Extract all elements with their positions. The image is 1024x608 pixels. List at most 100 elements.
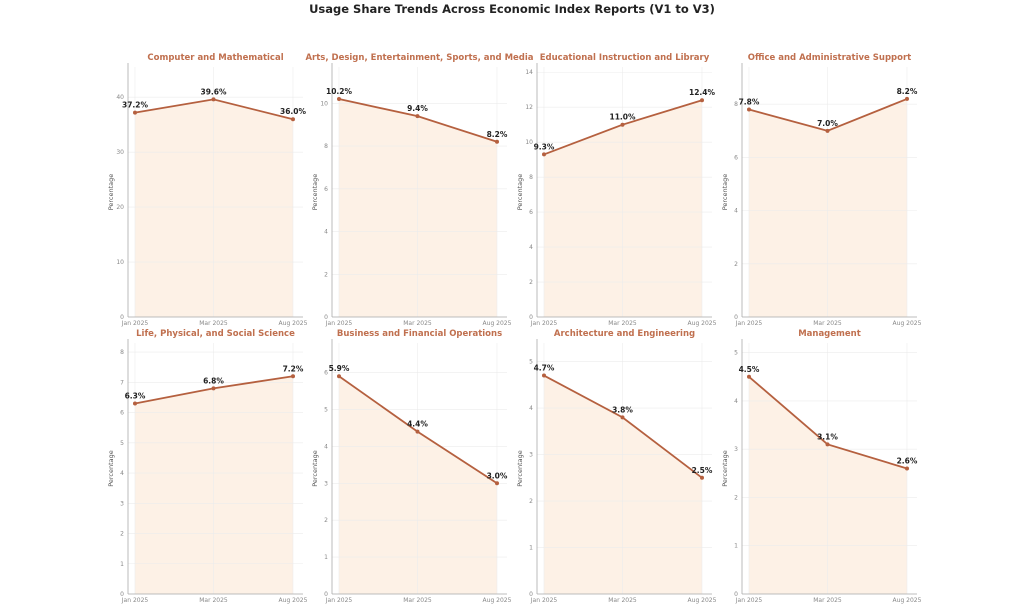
panel-title: Business and Financial Operations (337, 329, 502, 339)
data-label: 7.0% (817, 119, 838, 128)
panel-title: Management (798, 329, 861, 339)
y-tick-label: 4 (734, 398, 738, 405)
y-tick-label: 8 (324, 143, 328, 150)
y-tick-label: 3 (734, 446, 738, 453)
data-point (700, 475, 704, 480)
x-tick-label: Jan 2025 (325, 597, 353, 604)
y-tick-label: 3 (529, 452, 533, 459)
y-axis-label: Percentage (516, 174, 524, 211)
x-tick-label: Mar 2025 (608, 320, 637, 327)
data-label: 37.2% (122, 101, 149, 110)
y-tick-label: 0 (734, 314, 738, 321)
panel-7: 0 1 2 3 4 5 Jan 2025 Mar 2025 Aug 2025 4.5% 3.1% 2.… (721, 329, 922, 604)
data-label: 4.7% (534, 364, 555, 373)
y-tick-label: 2 (734, 494, 738, 501)
y-tick-label: 1 (120, 561, 124, 568)
panel-6: 0 1 2 3 4 5 Jan 2025 Mar 2025 Aug 2025 4.7% 3.8% 2.… (516, 329, 717, 604)
data-point (133, 110, 137, 115)
area-fill (749, 98, 907, 318)
y-tick-label: 14 (525, 69, 533, 76)
data-point (495, 481, 499, 486)
x-tick-label: Jan 2025 (735, 320, 763, 327)
x-tick-label: Aug 2025 (688, 597, 717, 604)
y-tick-label: 1 (529, 545, 533, 552)
data-label: 6.8% (203, 376, 224, 385)
data-point (337, 374, 341, 379)
y-tick-label: 20 (116, 204, 124, 211)
data-point (495, 139, 499, 144)
y-tick-label: 4 (324, 229, 328, 236)
panel-title: Computer and Mathematical (147, 53, 283, 63)
y-tick-label: 8 (529, 174, 533, 181)
y-tick-label: 12 (525, 104, 533, 111)
y-axis-label: Percentage (107, 450, 115, 487)
x-tick-label: Aug 2025 (279, 320, 308, 327)
data-label: 2.5% (692, 466, 713, 475)
y-tick-label: 8 (734, 101, 738, 108)
area-fill (339, 376, 497, 594)
x-tick-label: Jan 2025 (530, 320, 558, 327)
panel-1: 0 2 4 6 8 10 Jan 2025 Mar 2025 Aug 2025 10.2% 9.4%… (305, 53, 533, 327)
data-label: 4.4% (407, 420, 428, 429)
data-label: 10.2% (326, 87, 353, 96)
data-label: 9.4% (407, 104, 428, 113)
y-tick-label: 10 (525, 139, 533, 146)
data-point (542, 373, 546, 378)
panel-title: Architecture and Engineering (554, 329, 695, 339)
y-tick-label: 0 (529, 314, 533, 321)
area-fill (544, 100, 702, 317)
y-tick-label: 0 (324, 591, 328, 598)
data-point (905, 466, 909, 471)
y-tick-label: 2 (734, 261, 738, 268)
y-tick-label: 0 (324, 314, 328, 321)
data-label: 12.4% (689, 88, 716, 97)
area-fill (339, 99, 497, 317)
data-point (415, 114, 420, 119)
y-tick-label: 8 (120, 349, 124, 356)
y-tick-label: 0 (120, 591, 124, 598)
x-tick-label: Mar 2025 (199, 320, 228, 327)
data-point (211, 386, 216, 391)
y-tick-label: 2 (324, 517, 328, 524)
y-tick-label: 5 (529, 359, 533, 366)
x-tick-label: Mar 2025 (403, 320, 432, 327)
y-tick-label: 10 (116, 259, 124, 266)
y-tick-label: 3 (120, 500, 124, 507)
data-point (542, 152, 546, 157)
data-label: 5.9% (329, 364, 350, 373)
x-tick-label: Aug 2025 (893, 320, 922, 327)
y-tick-label: 0 (529, 591, 533, 598)
y-tick-label: 6 (734, 154, 738, 161)
data-label: 7.8% (739, 98, 760, 107)
y-tick-label: 1 (734, 543, 738, 550)
data-label: 4.5% (739, 365, 760, 374)
y-tick-label: 4 (529, 405, 533, 412)
y-axis-label: Percentage (311, 174, 319, 211)
y-tick-label: 5 (120, 440, 124, 447)
x-tick-label: Aug 2025 (279, 597, 308, 604)
x-tick-label: Jan 2025 (121, 597, 149, 604)
panel-title: Educational Instruction and Library (540, 53, 710, 63)
x-tick-label: Jan 2025 (121, 320, 149, 327)
y-tick-label: 6 (120, 410, 124, 417)
data-label: 3.1% (817, 432, 838, 441)
area-fill (749, 376, 907, 594)
data-point (620, 415, 625, 420)
y-tick-label: 4 (324, 443, 328, 450)
data-point (415, 429, 420, 434)
x-tick-label: Jan 2025 (735, 597, 763, 604)
y-axis-label: Percentage (721, 174, 729, 211)
data-point (747, 374, 751, 379)
x-tick-label: Aug 2025 (483, 320, 512, 327)
panel-title: Arts, Design, Entertainment, Sports, and… (305, 53, 533, 63)
data-point (620, 122, 625, 127)
panel-0: 0 10 20 30 40 Jan 2025 Mar 2025 Aug 2025 37.2% 39… (107, 53, 308, 327)
y-axis-label: Percentage (107, 174, 115, 211)
data-point (825, 128, 830, 133)
y-tick-label: 7 (120, 379, 124, 386)
data-point (337, 97, 341, 102)
y-tick-label: 1 (324, 554, 328, 561)
x-tick-label: Mar 2025 (199, 597, 228, 604)
y-tick-label: 2 (120, 531, 124, 538)
data-label: 2.6% (897, 457, 918, 466)
